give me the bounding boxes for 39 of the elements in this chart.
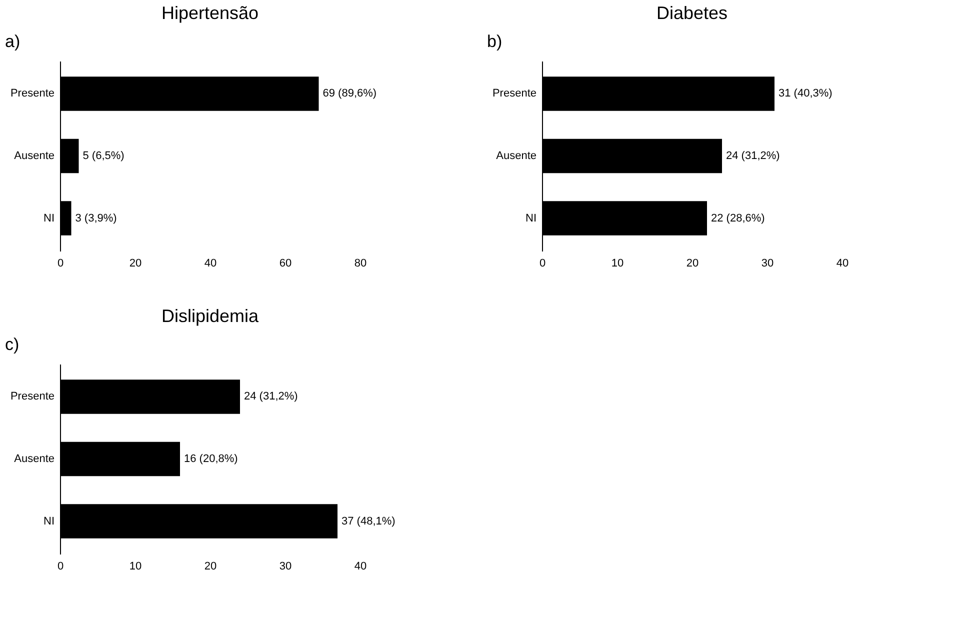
text: c) bbox=[5, 335, 20, 354]
y-tick-label: Ausente bbox=[14, 150, 54, 162]
chart-title: Dislipidemia bbox=[161, 306, 260, 326]
y-tick-label: Presente bbox=[10, 390, 54, 403]
data-label: 16 (20,8%) bbox=[184, 453, 238, 465]
data-label: 3 (3,9%) bbox=[75, 212, 117, 224]
x-tick-label: 10 bbox=[611, 258, 624, 270]
x-tick-label: 40 bbox=[836, 258, 849, 270]
data-label: 5 (6,5%) bbox=[82, 150, 124, 162]
x-tick-label: 20 bbox=[686, 258, 699, 270]
x-tick-label: 30 bbox=[279, 560, 292, 572]
x-tick-label: 80 bbox=[354, 258, 367, 270]
chart-title: Diabetes bbox=[656, 3, 728, 23]
data-label: 24 (31,2%) bbox=[244, 390, 298, 403]
x-tick-label: 10 bbox=[129, 560, 142, 572]
y-tick-label: Ausente bbox=[496, 150, 536, 162]
text: b) bbox=[487, 32, 502, 51]
x-tick-label: 40 bbox=[354, 560, 367, 572]
text: a) bbox=[5, 32, 20, 51]
y-tick-label: NI bbox=[526, 212, 536, 224]
y-tick-label: Presente bbox=[10, 88, 54, 100]
y-tick-label: Presente bbox=[492, 88, 536, 100]
data-label: 69 (89,6%) bbox=[322, 88, 377, 100]
data-label: 31 (40,3%) bbox=[778, 88, 832, 100]
y-tick-label: Ausente bbox=[14, 453, 54, 465]
x-tick-label: 30 bbox=[761, 258, 774, 270]
x-tick-label: 60 bbox=[279, 258, 292, 270]
x-tick-label: 40 bbox=[204, 258, 217, 270]
data-label: 24 (31,2%) bbox=[726, 150, 780, 162]
data-label: 37 (48,1%) bbox=[342, 515, 396, 528]
y-tick-label: NI bbox=[44, 515, 54, 528]
data-label: 22 (28,6%) bbox=[711, 212, 765, 224]
x-tick-label: 0 bbox=[57, 560, 64, 572]
x-tick-label: 20 bbox=[129, 258, 142, 270]
x-tick-label: 0 bbox=[57, 258, 64, 270]
x-tick-label: 0 bbox=[539, 258, 546, 270]
chart-title: Hipertensão bbox=[161, 3, 259, 23]
y-tick-label: NI bbox=[44, 212, 54, 224]
x-tick-label: 20 bbox=[204, 560, 217, 572]
